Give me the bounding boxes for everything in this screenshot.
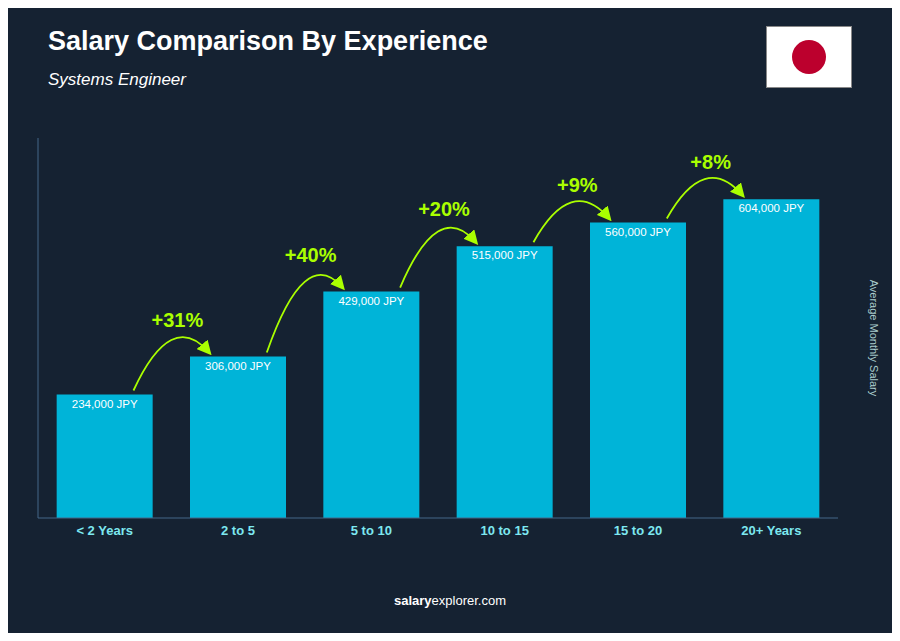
svg-text:234,000 JPY: 234,000 JPY [72, 398, 138, 410]
svg-text:< 2 Years: < 2 Years [76, 523, 133, 538]
svg-text:15 to 20: 15 to 20 [614, 523, 662, 538]
svg-text:+9%: +9% [557, 174, 598, 196]
svg-text:560,000 JPY: 560,000 JPY [605, 226, 671, 238]
svg-text:10 to 15: 10 to 15 [480, 523, 528, 538]
svg-text:5 to 10: 5 to 10 [351, 523, 392, 538]
svg-text:+40%: +40% [285, 244, 337, 266]
svg-text:+31%: +31% [151, 309, 203, 331]
html-text:Salary Comparison By Experienc: Salary Comparison By Experience [48, 26, 488, 56]
svg-text:20+ Years: 20+ Years [741, 523, 801, 538]
svg-text:429,000 JPY: 429,000 JPY [338, 295, 404, 307]
svg-text:515,000 JPY: 515,000 JPY [472, 249, 538, 261]
svg-text:306,000 JPY: 306,000 JPY [205, 360, 271, 372]
svg-text:2 to 5: 2 to 5 [221, 523, 255, 538]
svg-text:+20%: +20% [418, 198, 470, 220]
svg-text:604,000 JPY: 604,000 JPY [738, 202, 804, 214]
html-text:Systems Engineer: Systems Engineer [48, 70, 186, 89]
html-text:salary explorer.com: salary explorer.com [394, 593, 506, 608]
html-text:Average Monthly Salary: Average Monthly Salary [868, 279, 880, 397]
svg-text:+8%: +8% [690, 151, 731, 173]
